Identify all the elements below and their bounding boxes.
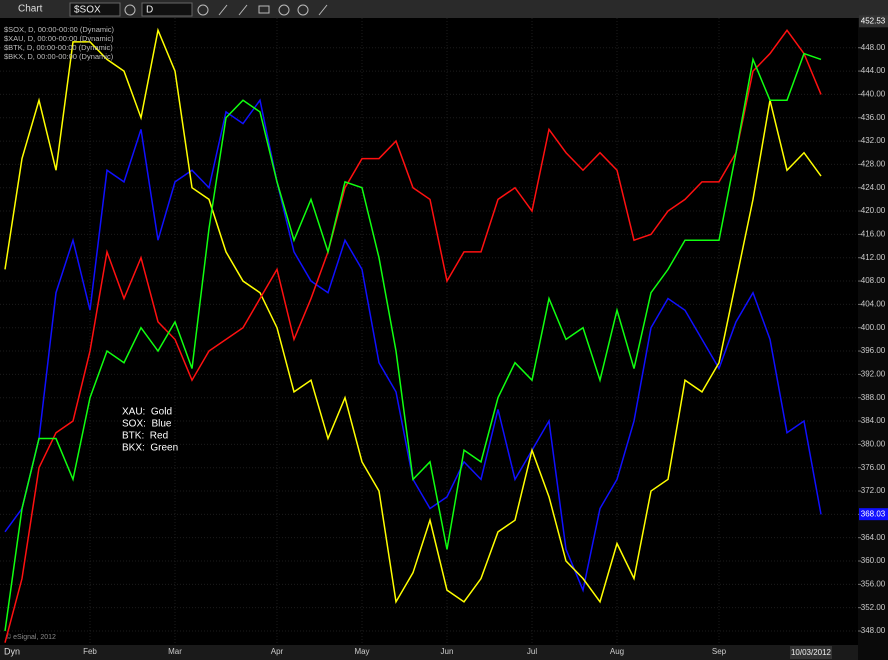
x-tick-label: Feb [83,647,97,656]
price-marker [859,508,888,521]
y-tick-label: 408.00 [861,276,886,285]
series-line [4,52,822,632]
annotation: BTK: Red [122,431,168,442]
price-axis [858,18,888,660]
y-tick-label: 388.00 [861,393,886,402]
annotation: XAU: Gold [122,407,172,418]
y-tick-label: 352.00 [861,603,886,612]
window-title: Chart [18,4,43,15]
time-axis [0,645,858,660]
icon[interactable] [318,4,328,16]
y-tick-label: 436.00 [861,113,886,122]
legend-entry: $BKX, D, 00:00-00:00 (Dynamic) [4,52,114,61]
price-marker [859,15,888,28]
y-tick-label: 360.00 [861,556,886,565]
y-tick-label: 432.00 [861,136,886,145]
mode-label[interactable]: Dyn [4,646,20,656]
x-tick-label: Mar [168,647,182,656]
y-tick-label: 400.00 [861,323,886,332]
toolbar-icons[interactable] [124,4,328,16]
icon[interactable] [258,5,270,14]
interval-box[interactable] [141,2,193,17]
x-tick-label: Jul [527,647,537,656]
icon[interactable] [278,4,290,16]
legend-entry: $SOX, D, 00:00-00:00 (Dynamic) [4,25,115,34]
y-tick-label: 404.00 [861,299,886,308]
plot: 348.00352.00356.00360.00364.00368.00372.… [0,15,888,656]
price-marker-label: 368.03 [861,509,886,518]
annotation: SOX: Blue [122,419,172,430]
y-tick-label: 380.00 [861,439,886,448]
y-tick-label: 372.00 [861,486,886,495]
y-tick-label: 356.00 [861,579,886,588]
x-tick-label: Jun [441,647,454,656]
x-tick-label: Aug [610,647,624,656]
interval-input[interactable]: D [146,5,153,16]
icon[interactable] [197,4,209,16]
y-tick-label: 424.00 [861,183,886,192]
series-line [4,27,822,605]
y-tick-label: 396.00 [861,346,886,355]
y-tick-label: 428.00 [861,160,886,169]
x-tick-label: Sep [712,647,727,656]
y-tick-label: 444.00 [861,66,886,75]
y-tick-label: 364.00 [861,533,886,542]
price-marker-label: 452.53 [861,16,886,25]
series-line [4,28,822,643]
y-tick-label: 384.00 [861,416,886,425]
x-tick-label: Apr [271,647,284,656]
y-tick-label: 440.00 [861,90,886,99]
icon[interactable] [218,4,228,16]
y-tick-label: 392.00 [861,369,886,378]
y-tick-label: 420.00 [861,206,886,215]
y-tick-label: 348.00 [861,626,886,635]
y-tick-label: 412.00 [861,253,886,262]
icon[interactable] [238,4,248,16]
legend-entry: $XAU, D, 00:00-00:00 (Dynamic) [4,34,114,43]
y-tick-label: 376.00 [861,463,886,472]
y-tick-label: 416.00 [861,229,886,238]
icon[interactable] [124,4,136,16]
annotation: BKX: Green [122,443,178,454]
date-box [790,646,832,659]
x-tick-label: May [354,647,369,656]
symbol-input[interactable]: $SOX [74,5,101,16]
y-tick-label: 448.00 [861,43,886,52]
symbol-box[interactable] [69,2,121,17]
cursor-date: 10/03/2012 [791,648,832,657]
toolbar [0,0,888,18]
copyright: © eSignal, 2012 [6,633,56,641]
legend-entry: $BTK, D, 00:00-00:00 (Dynamic) [4,43,113,52]
icon[interactable] [297,4,309,16]
